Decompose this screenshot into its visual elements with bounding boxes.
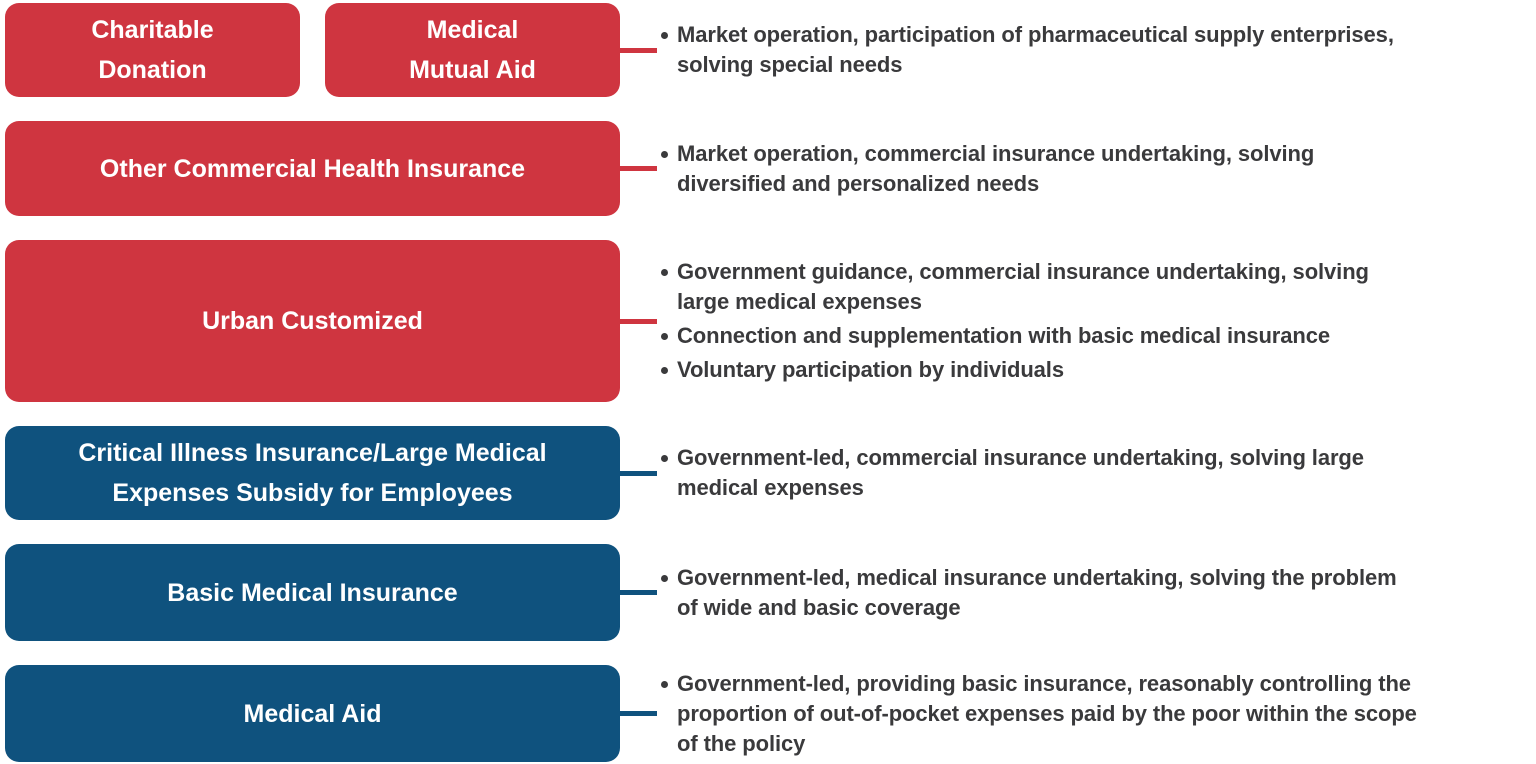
- box-label: Urban Customized: [202, 307, 423, 335]
- bullet-text: Connection and supplementation with basi…: [677, 323, 1330, 348]
- bullet-text: Market operation, participation of pharm…: [677, 22, 1394, 77]
- description-list: Market operation, commercial insurance u…: [657, 139, 1530, 199]
- bullet-item: Connection and supplementation with basi…: [661, 321, 1530, 351]
- box-label: Medical Aid: [243, 699, 382, 728]
- box-label: Critical Illness Insurance/Large Medical…: [78, 439, 547, 507]
- connector-line: [620, 47, 657, 53]
- bullet-icon: [661, 333, 668, 340]
- bullet-text: Government-led, commercial insurance und…: [677, 445, 1364, 500]
- connector-line: [620, 166, 657, 171]
- box-urban-customized: Urban Customized: [5, 240, 620, 402]
- box-column: Other Commercial Health Insurance: [5, 121, 620, 216]
- tier-row-medical-aid: Medical Aid Government-led, providing ba…: [5, 665, 1530, 762]
- tier-row-charity-mutual-aid: Charitable Donation Medical Mutual Aid M…: [5, 3, 1530, 97]
- bullet-icon: [661, 269, 668, 276]
- bullet-icon: [661, 455, 668, 462]
- box-label: Basic Medical Insurance: [167, 578, 458, 607]
- bullet-item: Government-led, commercial insurance und…: [661, 443, 1530, 503]
- box-medical-aid: Medical Aid: [5, 665, 620, 762]
- box-column: Basic Medical Insurance: [5, 544, 620, 641]
- bullet-item: Government-led, providing basic insuranc…: [661, 669, 1530, 759]
- box-column: Urban Customized: [5, 240, 620, 402]
- bullet-item: Market operation, commercial insurance u…: [661, 139, 1530, 199]
- box-column: Charitable Donation Medical Mutual Aid: [5, 3, 620, 97]
- bullet-item: Voluntary participation by individuals: [661, 355, 1530, 385]
- bullet-text: Government-led, providing basic insuranc…: [677, 670, 1417, 756]
- description-list: Government-led, providing basic insuranc…: [657, 669, 1530, 759]
- description-list: Market operation, participation of pharm…: [657, 20, 1530, 80]
- description-list: Government guidance, commercial insuranc…: [657, 257, 1530, 385]
- connector-line: [620, 470, 657, 476]
- box-column: Critical Illness Insurance/Large Medical…: [5, 426, 620, 520]
- box-label: Charitable Donation: [91, 16, 214, 84]
- tier-row-critical-illness: Critical Illness Insurance/Large Medical…: [5, 426, 1530, 520]
- connector-line: [620, 711, 657, 716]
- box-other-commercial-health-insurance: Other Commercial Health Insurance: [5, 121, 620, 216]
- connector-line: [620, 318, 657, 324]
- bullet-icon: [661, 574, 668, 582]
- bullet-text: Voluntary participation by individuals: [677, 357, 1064, 382]
- bullet-item: Market operation, participation of pharm…: [661, 20, 1530, 80]
- tier-row-basic-medical: Basic Medical Insurance Government-led, …: [5, 544, 1530, 641]
- bullet-text: Market operation, commercial insurance u…: [677, 140, 1315, 196]
- box-charitable-donation: Charitable Donation: [5, 3, 300, 97]
- bullet-text: Government guidance, commercial insuranc…: [677, 259, 1369, 314]
- bullet-text: Government-led, medical insurance undert…: [677, 564, 1397, 620]
- box-label: Other Commercial Health Insurance: [99, 154, 526, 183]
- bullet-icon: [661, 680, 668, 688]
- box-column: Medical Aid: [5, 665, 620, 762]
- tier-row-other-commercial: Other Commercial Health Insurance Market…: [5, 121, 1530, 216]
- bullet-item: Government-led, medical insurance undert…: [661, 563, 1530, 623]
- description-list: Government-led, commercial insurance und…: [657, 443, 1530, 503]
- box-label: Medical Mutual Aid: [409, 16, 536, 84]
- connector-line: [620, 590, 657, 595]
- bullet-item: Government guidance, commercial insuranc…: [661, 257, 1530, 317]
- box-medical-mutual-aid: Medical Mutual Aid: [325, 3, 620, 97]
- bullet-icon: [661, 150, 668, 158]
- box-basic-medical-insurance: Basic Medical Insurance: [5, 544, 620, 641]
- tier-row-urban-customized: Urban Customized Government guidance, co…: [5, 240, 1530, 402]
- bullet-icon: [661, 367, 668, 374]
- description-list: Government-led, medical insurance undert…: [657, 563, 1530, 623]
- bullet-icon: [661, 32, 668, 39]
- box-critical-illness-insurance: Critical Illness Insurance/Large Medical…: [5, 426, 620, 520]
